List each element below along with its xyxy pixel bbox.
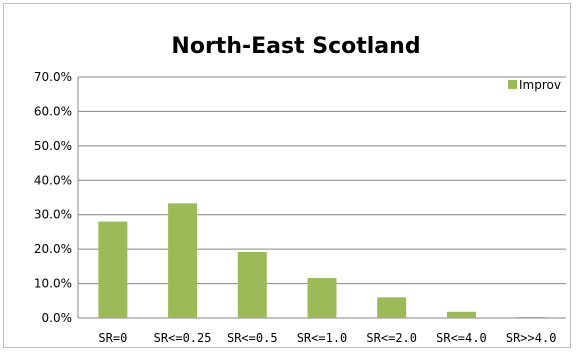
y-tick-label: 30.0%: [34, 208, 72, 222]
chart-title: North-East Scotland: [171, 34, 420, 59]
y-tick-label: 60.0%: [34, 104, 72, 118]
y-tick-label: 70.0%: [34, 70, 72, 84]
x-tick-label: SR<=0.25: [154, 331, 212, 345]
y-tick-label: 40.0%: [34, 173, 72, 187]
y-tick-label: 20.0%: [34, 242, 72, 256]
bar-3: [237, 251, 267, 318]
bar-1: [98, 221, 128, 318]
legend: Improv: [508, 78, 561, 92]
gridlines: [77, 76, 566, 319]
legend-swatch-improv: [508, 80, 517, 89]
x-tick-label: SR>>4.0: [506, 331, 557, 345]
chart-frame: [3, 3, 571, 348]
bar-7: [516, 316, 546, 318]
x-tick-label: SR<=4.0: [436, 331, 487, 345]
x-tick-label: SR=0: [98, 331, 127, 345]
x-tick-label: SR<=2.0: [366, 331, 417, 345]
y-tick-label: 0.0%: [42, 311, 73, 325]
x-axis-ticks: SR=0 SR<=0.25 SR<=0.5 SR<=1.0 SR<=2.0 SR<=4.0…: [98, 331, 556, 345]
x-tick-label: SR<=1.0: [297, 331, 348, 345]
legend-label-improv: Improv: [519, 78, 561, 92]
bar-6: [446, 311, 476, 318]
bar-2: [168, 203, 198, 318]
y-axis-ticks: 0.0% 10.0% 20.0% 30.0% 40.0% 50.0% 60.0% 70.0%: [34, 70, 72, 325]
bar-4: [307, 278, 337, 318]
y-tick-label: 50.0%: [34, 139, 72, 153]
bars: [98, 203, 546, 318]
y-tick-label: 10.0%: [34, 277, 72, 291]
bar-5: [377, 297, 407, 318]
x-tick-label: SR<=0.5: [227, 331, 278, 345]
